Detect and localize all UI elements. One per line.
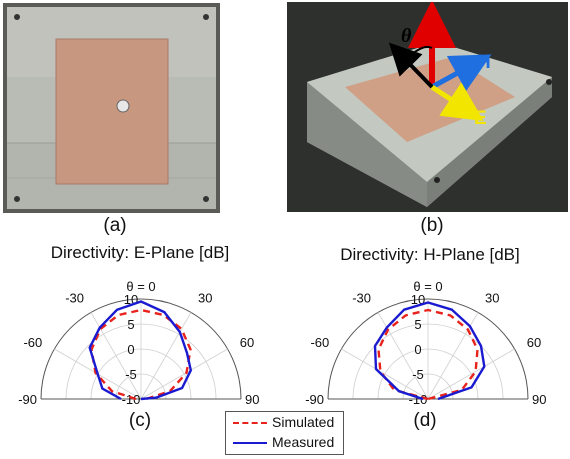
grid-spoke (140, 312, 192, 400)
angle-tick-label: -90 (18, 392, 37, 407)
radial-tick-label: 0 (127, 342, 134, 357)
angle-tick-label: -90 (305, 392, 324, 407)
radial-tick-label: 5 (127, 317, 134, 332)
grid-spoke (341, 348, 429, 400)
angle-tick-label: θ = 0 (126, 279, 155, 294)
legend-item-measured: Measured (226, 433, 343, 453)
radial-tick-label: -5 (125, 367, 137, 382)
h-plane-title: Directivity: H-Plane [dB] (340, 245, 520, 264)
series-measured-curve (88, 300, 192, 401)
radial-tick-label: -5 (412, 367, 424, 382)
theta-annotation: θ (401, 25, 412, 47)
antenna-perspective-illustration: θ H E (307, 2, 552, 207)
grid-spoke (427, 348, 515, 400)
series-simulated-curve (377, 308, 479, 401)
legend-item-simulated: Simulated (226, 413, 343, 433)
angle-tick-label: -60 (23, 335, 42, 350)
antenna-top-illustration (7, 7, 216, 209)
panel-label-c: (c) (128, 410, 152, 431)
angle-tick-label: 90 (245, 392, 259, 407)
legend-swatch-simulated (233, 422, 267, 424)
radial-tick-label: 0 (414, 342, 421, 357)
panel-label-d: (d) (413, 410, 437, 431)
e-field-annotation: E (474, 108, 487, 129)
radial-tick-label: -10 (122, 392, 141, 407)
angle-tick-label: 30 (198, 290, 212, 305)
radial-tick-label: 5 (414, 317, 421, 332)
angle-tick-label: 60 (240, 335, 254, 350)
antenna-top-photo (3, 3, 220, 213)
angle-tick-label: -30 (65, 290, 84, 305)
legend-swatch-measured (233, 442, 267, 444)
series-measured-curve (373, 301, 486, 401)
panel-label-b: (b) (420, 215, 444, 236)
legend: Simulated Measured (225, 411, 344, 455)
legend-label-simulated: Simulated (272, 414, 335, 430)
antenna-perspective-photo: θ H E (287, 2, 568, 212)
e-plane-title: Directivity: E-Plane [dB] (50, 243, 230, 262)
panel-label-a: (a) (103, 215, 127, 236)
angle-tick-label: -30 (352, 290, 371, 305)
angle-tick-label: 90 (532, 392, 546, 407)
series-simulated-curve (90, 308, 192, 401)
angle-tick-label: 30 (485, 290, 499, 305)
angle-tick-label: θ = 0 (413, 279, 442, 294)
angle-tick-label: -60 (310, 335, 329, 350)
angle-tick-label: 60 (527, 335, 541, 350)
legend-label-measured: Measured (272, 434, 335, 450)
h-field-annotation: H (477, 52, 491, 73)
grid-spoke (140, 348, 228, 400)
